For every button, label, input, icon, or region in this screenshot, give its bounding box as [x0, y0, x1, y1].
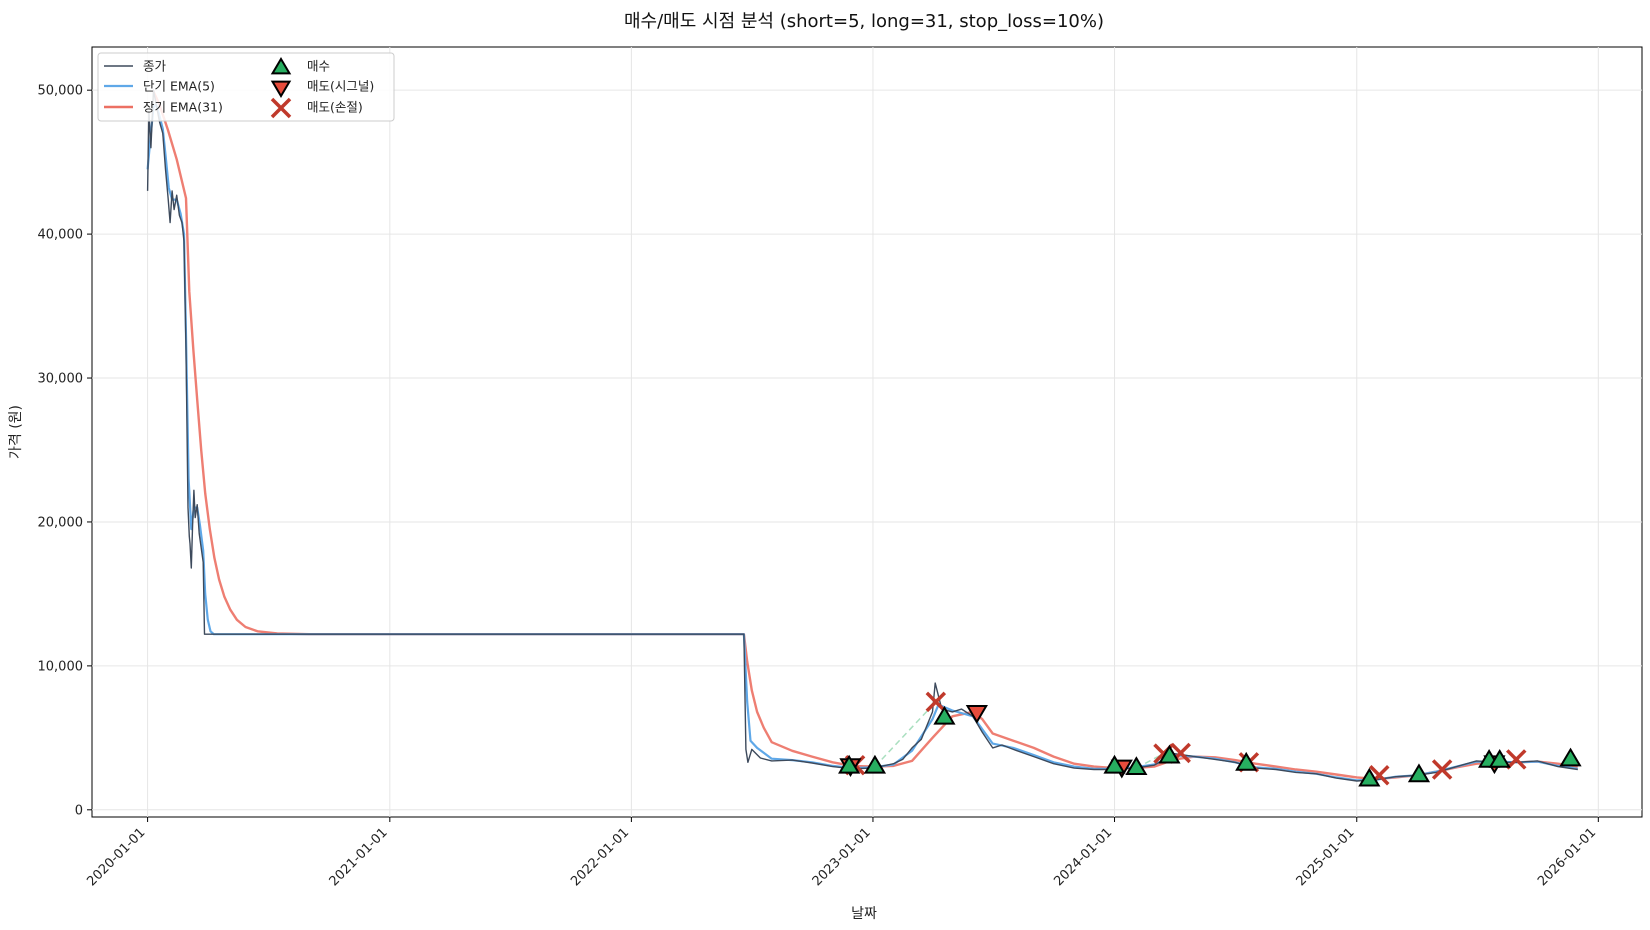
sell-stop-marker: [925, 691, 947, 713]
close-price-line: [146, 89, 1578, 782]
legend-buy-swatch: [270, 57, 292, 75]
legend-label: 매도(시그널): [307, 79, 374, 94]
y-tick-label: 40,000: [38, 228, 84, 243]
legend-label: 매수: [307, 59, 330, 74]
marker-layer: [838, 691, 1582, 787]
buy-marker: [1358, 767, 1381, 787]
sell-signal-marker: [965, 704, 988, 724]
x-tick-label: 2023-01-01: [810, 825, 874, 889]
x-tick-label: 2022-01-01: [568, 825, 632, 889]
legend-long-ema: 장기 EMA(31): [104, 100, 223, 115]
legend-sell-stop: 매도(손절): [270, 97, 363, 119]
y-tick-label: 0: [75, 803, 83, 818]
plot-area: [91, 46, 1643, 818]
legend-buy: 매수: [270, 57, 330, 75]
x-tick-label: 2025-01-01: [1294, 825, 1358, 889]
buy-marker: [838, 754, 861, 774]
sell-stop-marker: [1506, 749, 1527, 770]
buy-marker: [1235, 751, 1258, 771]
legend-short-ema: 단기 EMA(5): [104, 79, 215, 94]
buy-marker: [1103, 754, 1126, 774]
y-tick-label: 50,000: [38, 84, 84, 99]
x-tick-label: 2020-01-01: [84, 825, 148, 889]
x-tick-label: 2026-01-01: [1535, 825, 1599, 889]
chart-title: 매수/매도 시점 분석 (short=5, long=31, stop_loss…: [624, 11, 1104, 32]
x-tick-label: 2021-01-01: [327, 825, 391, 889]
legend-label: 장기 EMA(31): [143, 100, 223, 115]
grid-layer: [92, 47, 1642, 817]
buy-marker: [1407, 763, 1431, 783]
legend-sell-signal-swatch: [270, 80, 292, 98]
legend-box: [97, 52, 395, 122]
legend-label: 단기 EMA(5): [143, 79, 215, 94]
y-axis: 0 10,000 20,000 30,000 40,000 50,000: [38, 84, 92, 818]
buy-marker: [1559, 747, 1582, 767]
buy-marker: [933, 705, 956, 725]
x-tick-label: 2024-01-01: [1051, 825, 1115, 889]
legend-sell-signal: 매도(시그널): [270, 79, 374, 98]
buy-marker: [863, 754, 887, 774]
buy-marker: [1158, 744, 1181, 764]
legend-sell-stop-swatch: [270, 97, 292, 119]
y-tick-label: 30,000: [38, 372, 84, 387]
y-tick-label: 20,000: [38, 515, 84, 530]
x-axis-label: 날짜: [851, 906, 877, 922]
long-ema-line: [151, 89, 1578, 781]
trade-line: [874, 701, 937, 768]
legend-close: 종가: [104, 59, 167, 74]
series-layer: [146, 89, 1578, 782]
x-axis: 2020-01-01 2021-01-01 2022-01-01 2023-01-01…: [84, 817, 1599, 889]
legend-label: 매도(손절): [307, 100, 363, 115]
y-tick-label: 10,000: [38, 659, 84, 674]
y-axis-label: 가격 (원): [8, 405, 24, 459]
buy-marker: [1488, 749, 1511, 768]
sell-stop-marker: [1431, 759, 1453, 780]
legend-label: 종가: [143, 59, 167, 74]
buy-marker: [1125, 756, 1148, 776]
